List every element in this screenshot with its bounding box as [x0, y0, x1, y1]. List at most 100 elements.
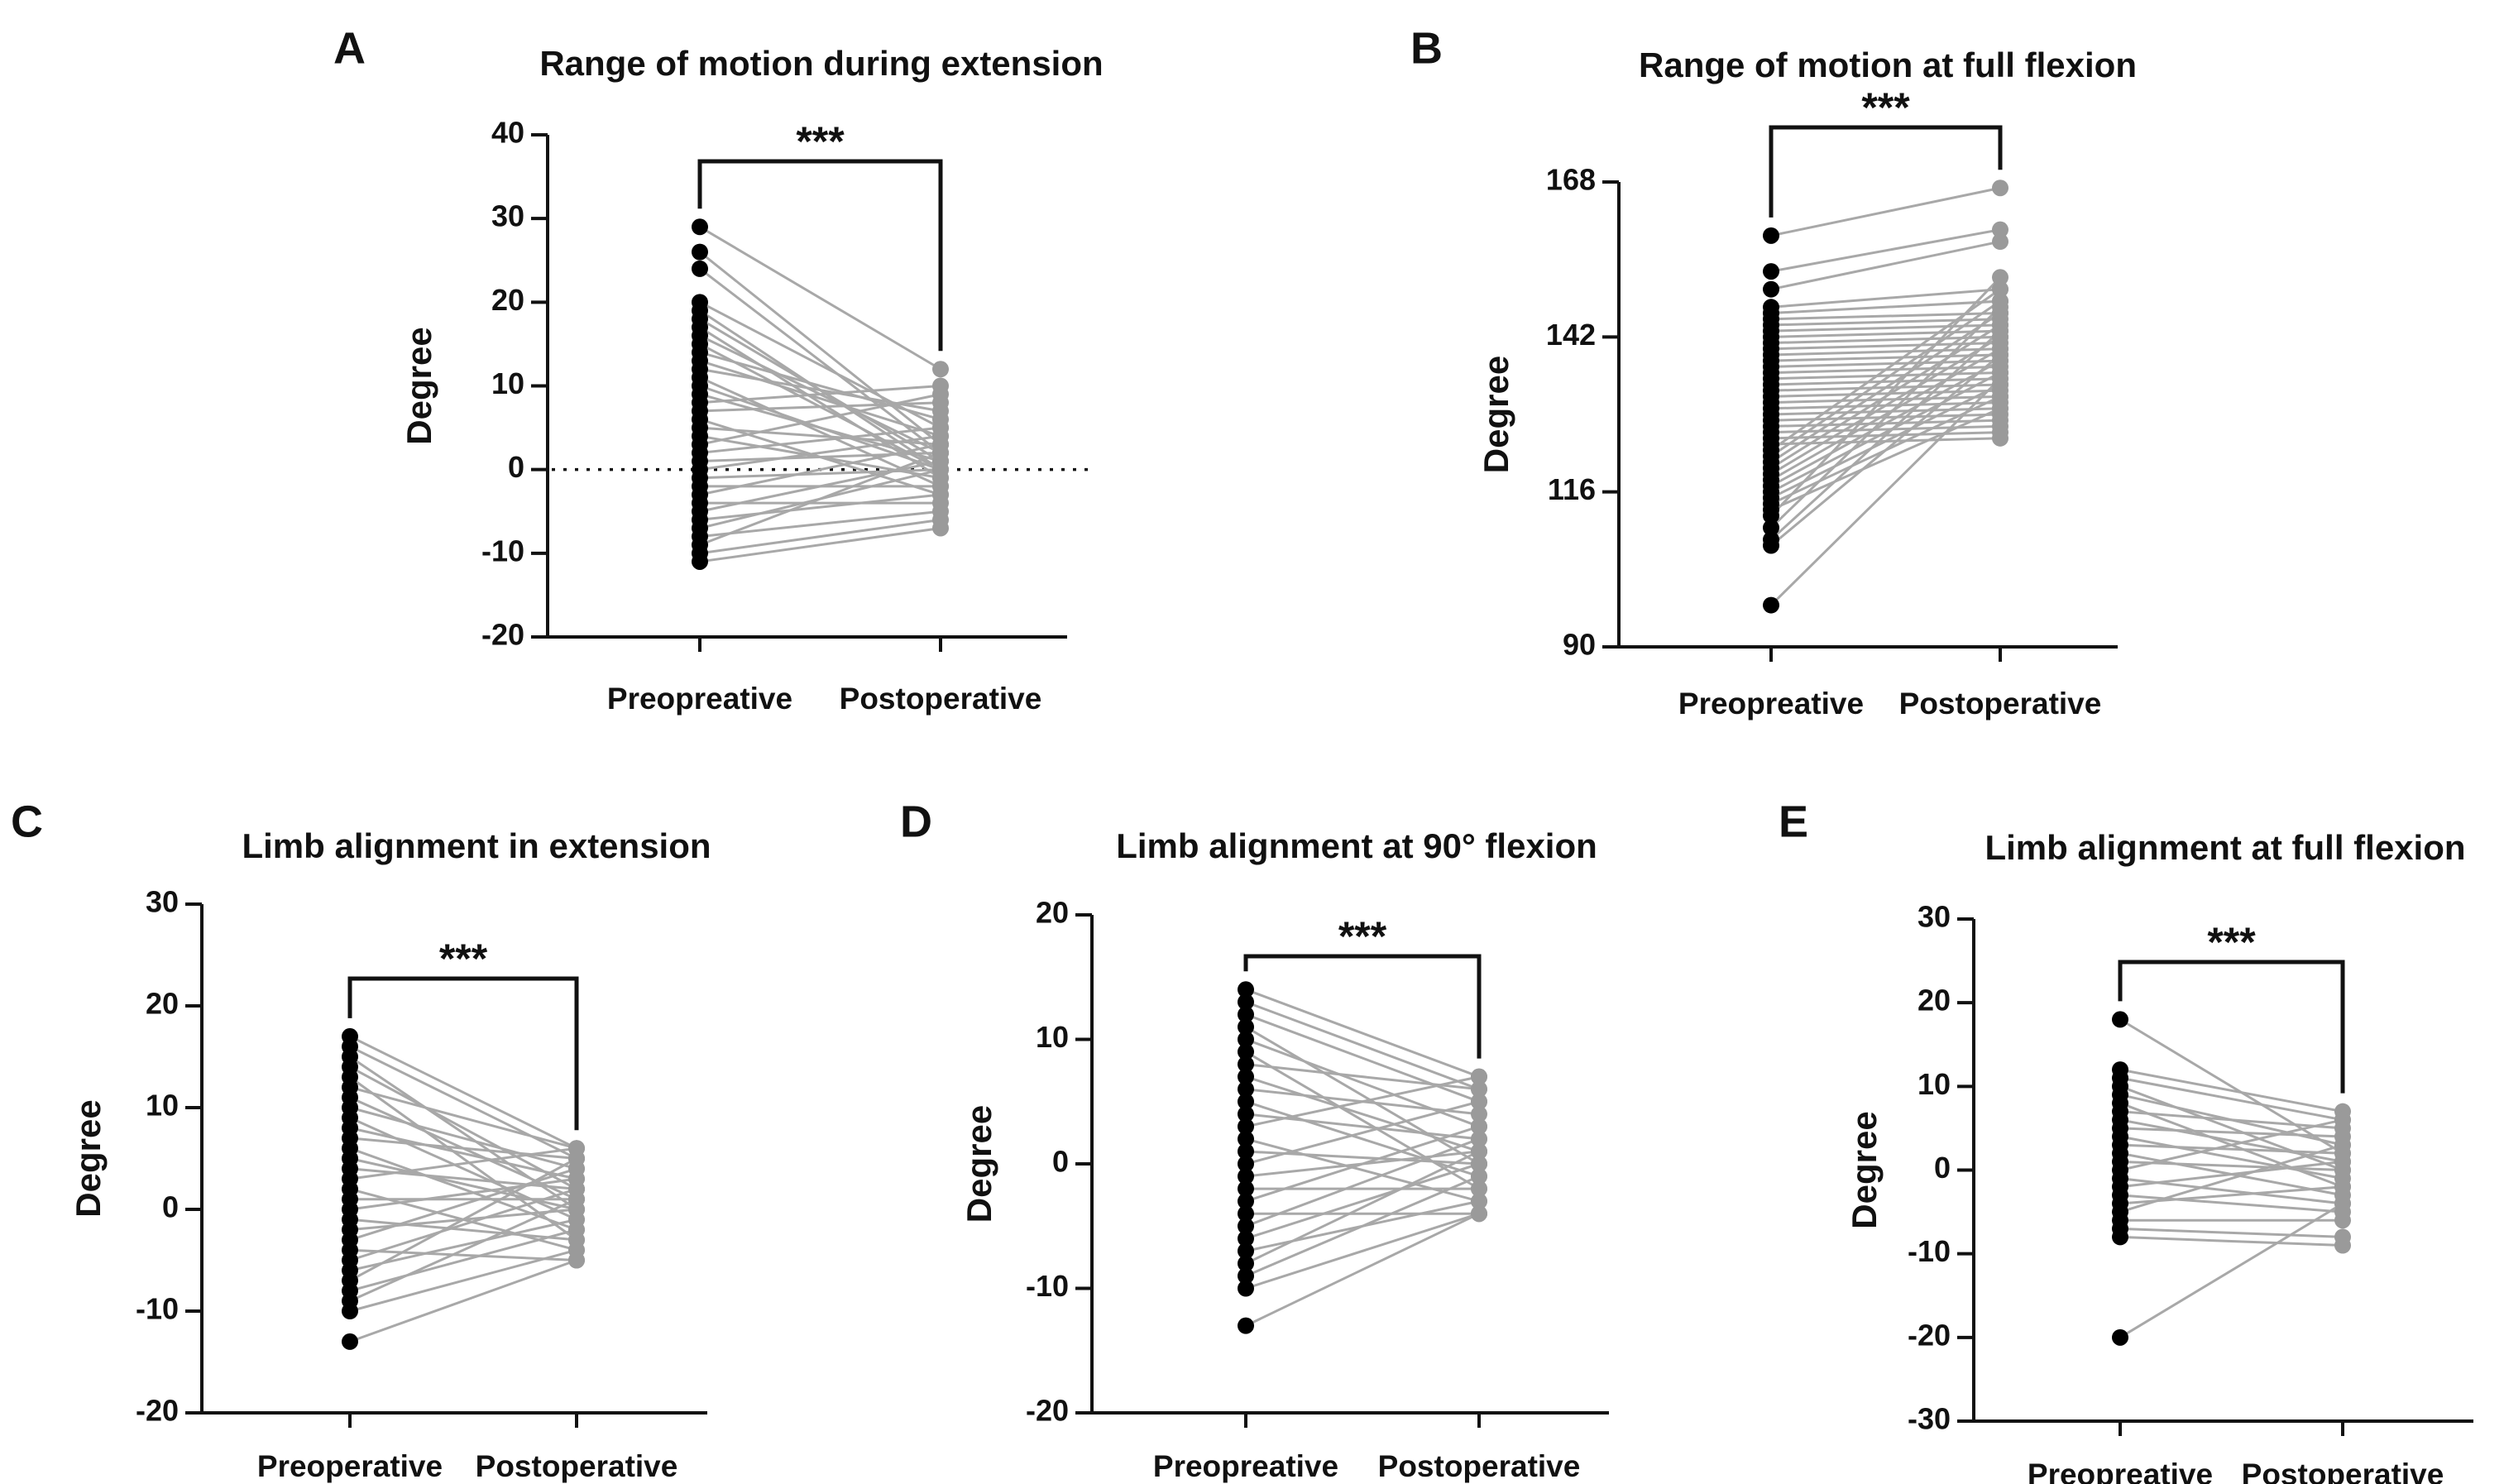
- pair-connector-line: [699, 301, 941, 429]
- pair-connector-line: [349, 1187, 577, 1261]
- y-tick-label: 30: [1917, 900, 1951, 934]
- y-tick-label: 168: [1546, 163, 1596, 197]
- pair-connector-line: [349, 1157, 577, 1282]
- pair-connector-line: [2119, 1118, 2344, 1163]
- pair-connector-line: [349, 1177, 577, 1211]
- preoperative-point: [1238, 1180, 1254, 1198]
- pair-connector-line: [349, 1035, 577, 1150]
- pair-connector-line: [1770, 395, 2001, 405]
- y-tick-label: 0: [508, 450, 524, 484]
- postoperative-point: [1992, 370, 2008, 387]
- y-tick-label: -10: [481, 534, 524, 567]
- postoperative-point: [568, 1252, 585, 1269]
- pair-connector-line: [699, 468, 941, 480]
- x-category-label: Postoperative: [840, 682, 1042, 716]
- pair-connector-line: [349, 1137, 577, 1160]
- pair-connector-line: [1245, 1137, 1480, 1228]
- preoperative-point: [1238, 993, 1254, 1011]
- postoperative-point: [1471, 1180, 1487, 1198]
- preoperative-point: [1238, 1018, 1254, 1036]
- y-tick-label: 116: [1548, 472, 1596, 506]
- pair-connector-line: [699, 510, 941, 539]
- pair-connector-line: [1245, 1212, 1480, 1328]
- pair-connector-line: [1770, 318, 2001, 327]
- panel-letter: E: [1779, 797, 1808, 846]
- pair-connector-line: [1770, 371, 2001, 493]
- y-tick-label: 20: [1036, 896, 1069, 930]
- pair-connector-line: [1770, 288, 2001, 309]
- preoperative-point: [1238, 1043, 1254, 1060]
- pair-connector-line: [1245, 1075, 1480, 1128]
- preoperative-point: [1238, 1130, 1254, 1147]
- pair-connector-line: [349, 1248, 577, 1313]
- chart-title: Limb alignment at 90° flexion: [1116, 826, 1597, 865]
- preoperative-point: [1238, 1093, 1254, 1110]
- postoperative-point: [1992, 388, 2008, 405]
- chart-panel-e: E Limb alignment at full flexion -30 -20 -10…: [1779, 797, 2473, 1484]
- preoperative-point: [1238, 981, 1254, 998]
- pair-connector-line: [1770, 353, 2001, 547]
- y-tick-label: 20: [491, 283, 524, 317]
- significance-label: ***: [1338, 913, 1387, 960]
- preoperative-point: [1238, 1006, 1254, 1023]
- preoperative-point: [1238, 1080, 1254, 1098]
- chart-panel-c: C Limb alignment in extension -20 -10 0 10 20 3…: [11, 797, 711, 1483]
- postoperative-point: [932, 444, 949, 462]
- pair-connector-line: [2119, 1118, 2344, 1171]
- x-category-label: Preopreative: [2028, 1458, 2213, 1484]
- postoperative-point: [568, 1221, 585, 1238]
- pair-connector-line: [1770, 336, 2001, 476]
- pair-connector-line: [1245, 1012, 1480, 1103]
- chart-title: Limb alignment in extension: [242, 826, 711, 865]
- postoperative-point: [932, 486, 949, 504]
- y-axis-title: Degree: [960, 1105, 998, 1223]
- postoperative-point: [1992, 180, 2008, 197]
- postoperative-point: [1992, 400, 2008, 417]
- pair-connector-line: [1770, 407, 2001, 416]
- pair-connector-line: [699, 225, 941, 371]
- preoperative-point: [1763, 507, 1779, 524]
- y-axis-title: Degree: [69, 1099, 108, 1217]
- postoperative-point: [1992, 429, 2008, 447]
- pair-connector-line: [2119, 1110, 2344, 1130]
- y-tick-label: -20: [1908, 1318, 1951, 1352]
- pair-connector-line: [1245, 1125, 1480, 1203]
- y-tick-label: 10: [491, 366, 524, 400]
- pair-connector-line: [1770, 329, 2001, 338]
- postoperative-point: [1471, 1130, 1487, 1147]
- pair-connector-line: [1769, 306, 2002, 529]
- preoperative-point: [342, 1303, 358, 1319]
- pair-connector-line: [699, 393, 941, 446]
- pair-connector-line: [699, 460, 941, 513]
- pair-connector-line: [1245, 1000, 1480, 1091]
- pair-connector-line: [2119, 1160, 2344, 1171]
- y-tick-label: 10: [1917, 1067, 1951, 1101]
- postoperative-point: [2334, 1194, 2351, 1212]
- x-category-label: Preoperative: [257, 1449, 443, 1483]
- y-tick-label: -10: [1026, 1269, 1069, 1303]
- pair-connector-line: [2119, 1227, 2344, 1238]
- pair-connector-line: [349, 1167, 577, 1242]
- pair-connector-line: [349, 1085, 577, 1150]
- postoperative-point: [1992, 221, 2008, 238]
- postoperative-point: [2334, 1137, 2351, 1154]
- pair-connector-line: [1770, 240, 2001, 291]
- pair-connector-line: [2119, 1143, 2344, 1155]
- y-tick-label: 90: [1563, 628, 1596, 662]
- preoperative-point: [1238, 1255, 1254, 1272]
- pair-connector-line: [1770, 228, 2001, 273]
- postoperative-point: [568, 1150, 585, 1167]
- pair-connector-line: [349, 1167, 577, 1190]
- chart-panel-d: D Limb alignment at 90° flexion -20 -10 0 10 2…: [900, 797, 1609, 1483]
- y-tick-label: 20: [1917, 984, 1951, 1017]
- postoperative-point: [1471, 1068, 1487, 1085]
- pair-connector-line: [1245, 1137, 1480, 1203]
- pair-connector-line: [1769, 377, 2002, 606]
- pair-connector-line: [2119, 1143, 2344, 1214]
- y-axis-title: Degree: [1477, 356, 1515, 473]
- pair-connector-line: [699, 526, 941, 563]
- pair-connector-line: [349, 1127, 577, 1180]
- pair-connector-line: [2119, 1135, 2344, 1180]
- pair-connector-line: [349, 1065, 577, 1190]
